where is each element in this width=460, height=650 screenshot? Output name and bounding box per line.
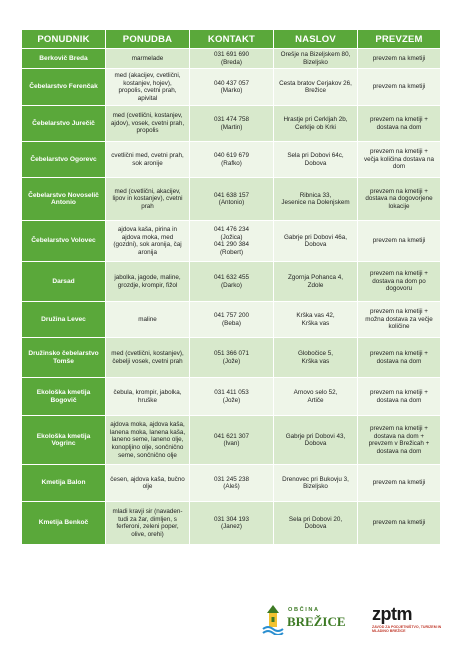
cell-ponudba: marmelade <box>106 49 190 70</box>
cell-kontakt: 041 476 234 (Jožica) 041 290 384 (Robert) <box>190 221 274 263</box>
cell-kontakt: 051 366 071 (Jože) <box>190 338 274 379</box>
cell-prevzem: prevzem na kmetiji + dostava na dogovorje… <box>358 178 440 222</box>
cell-prevzem: prevzem na kmetiji <box>358 49 440 70</box>
cell-ponudnik: Čebelarstvo Ferenčak <box>22 69 106 107</box>
table-row: Čebelarstvo Ogorevc cvetlični med, cvetni… <box>22 142 440 179</box>
cell-naslov: Orešje na Bizeljskem 80, Bizeljsko <box>274 49 358 70</box>
cell-ponudnik: Družina Levec <box>22 302 106 339</box>
header-ponudba: PONUDBA <box>106 30 190 49</box>
cell-kontakt: 040 437 057 (Marko) <box>190 69 274 107</box>
cell-naslov: Gabrje pri Dobovi 46a, Dobova <box>274 221 358 263</box>
cell-ponudba: čebula, krompir, jabolka, hruške <box>106 378 190 417</box>
offer-sheet: PONUDNIK PONUDBA KONTAKT NASLOV PREVZEM … <box>22 30 440 546</box>
cell-kontakt: 041 621 307 (Ivan) <box>190 416 274 466</box>
cell-prevzem: prevzem na kmetiji + dostava na dom + prev… <box>358 416 440 466</box>
cell-kontakt: 031 691 690 (Breda) <box>190 49 274 70</box>
cell-prevzem: prevzem na kmetiji + dostava na dom <box>358 378 440 417</box>
producers-table: PONUDNIK PONUDBA KONTAKT NASLOV PREVZEM … <box>22 30 440 546</box>
cell-ponudba: med (akacijev, cvetlični, kostanjev, hoje… <box>106 69 190 107</box>
header-kontakt: KONTAKT <box>190 30 274 49</box>
cell-naslov: Arnovo selo 52, Artiče <box>274 378 358 417</box>
cell-ponudnik: Darsad <box>22 262 106 303</box>
cell-ponudnik: Čebelarstvo Novoselič Antonio <box>22 178 106 222</box>
cell-kontakt: 041 757 200 (Beba) <box>190 302 274 339</box>
cell-kontakt: 031 304 193 (Janez) <box>190 502 274 546</box>
cell-naslov: Gabrje pri Dobovi 43, Dobova <box>274 416 358 466</box>
table-row: Družinsko čebelarstvo Tomše med (cvetlični… <box>22 338 440 379</box>
table-row: Čebelarstvo Jurečič med (cvetlični, kosta… <box>22 106 440 143</box>
cell-prevzem: prevzem na kmetiji + dostava na dom <box>358 106 440 143</box>
table-row: Čebelarstvo Novoselič Antonio med (cvetlič… <box>22 178 440 222</box>
cell-naslov: Sela pri Dobovi 64c, Dobova <box>274 142 358 179</box>
header-naslov: NASLOV <box>274 30 358 49</box>
cell-ponudnik: Čebelarstvo Jurečič <box>22 106 106 143</box>
cell-naslov: Drenovec pri Bukovju 3, Bizeljsko <box>274 465 358 503</box>
cell-prevzem: prevzem na kmetiji <box>358 221 440 263</box>
cell-prevzem: prevzem na kmetiji <box>358 502 440 546</box>
zptm-wordmark: zptm <box>372 604 413 624</box>
cell-ponudnik: Čebelarstvo Volovec <box>22 221 106 263</box>
obcina-brezice-logo: OBČINA BREŽICE <box>262 604 348 636</box>
table-row: Darsad jabolka, jagode, maline, grozdje, k… <box>22 262 440 303</box>
castle-tower-icon <box>262 605 284 635</box>
cell-naslov: Globočice 5, Krška vas <box>274 338 358 379</box>
cell-prevzem: prevzem na kmetiji + dostava na dom po dog… <box>358 262 440 303</box>
cell-ponudba: ajdova kaša, pirina in ajdova moka, med (g… <box>106 221 190 263</box>
cell-ponudba: česen, ajdova kaša, bučno olje <box>106 465 190 503</box>
brezice-label: BREŽICE <box>287 614 346 629</box>
cell-naslov: Hrastje pri Cerkljah 2b, Cerklje ob Krki <box>274 106 358 143</box>
cell-naslov: Krška vas 42, Krška vas <box>274 302 358 339</box>
header-ponudnik: PONUDNIK <box>22 30 106 49</box>
table-row: Ekološka kmetija Vogrinc ajdova moka, ajdo… <box>22 416 440 466</box>
table-row: Kmetija Balon česen, ajdova kaša, bučno ol… <box>22 465 440 503</box>
cell-kontakt: 040 619 679 (Rafko) <box>190 142 274 179</box>
cell-naslov: Sela pri Dobovi 20, Dobova <box>274 502 358 546</box>
table-body: Berkovič Breda marmelade 031 691 690 (Breda… <box>22 49 440 546</box>
cell-ponudba: maline <box>106 302 190 339</box>
cell-ponudba: med (cvetlični, kostanjev, ajdov), vosek,… <box>106 106 190 143</box>
cell-ponudnik: Kmetija Benkoč <box>22 502 106 546</box>
table-row: Čebelarstvo Ferenčak med (akacijev, cvetl… <box>22 69 440 107</box>
cell-ponudba: jabolka, jagode, maline, grozdje, krompir… <box>106 262 190 303</box>
cell-ponudba: med (cvetlični, akacijev, lipov in kostan… <box>106 178 190 222</box>
cell-ponudba: med (cvetlični, kostanjev), čebelji vosek… <box>106 338 190 379</box>
cell-ponudnik: Družinsko čebelarstvo Tomše <box>22 338 106 379</box>
cell-kontakt: 031 411 053 (Jože) <box>190 378 274 417</box>
cell-kontakt: 041 632 455 (Darko) <box>190 262 274 303</box>
cell-ponudnik: Ekološka kmetija Bogovič <box>22 378 106 417</box>
cell-naslov: Cesta bratov Cerjakov 26, Brežice <box>274 69 358 107</box>
header-prevzem: PREVZEM <box>358 30 440 49</box>
cell-ponudba: ajdova moka, ajdova kaša, lanena moka, la… <box>106 416 190 466</box>
table-row: Kmetija Benkoč mladi kravji sir (navaden-… <box>22 502 440 546</box>
cell-ponudnik: Ekološka kmetija Vogrinc <box>22 416 106 466</box>
zptm-logo: zptm ZAVOD ZA PODJETNIŠTVO, TURIZEM IN M… <box>368 604 444 636</box>
cell-naslov: Ribnica 33, Jesenice na Dolenjskem <box>274 178 358 222</box>
cell-ponudnik: Berkovič Breda <box>22 49 106 70</box>
table-row: Čebelarstvo Volovec ajdova kaša, pirina i… <box>22 221 440 263</box>
cell-prevzem: prevzem na kmetiji + dostava na dom <box>358 338 440 379</box>
cell-ponudnik: Čebelarstvo Ogorevc <box>22 142 106 179</box>
table-header-row: PONUDNIK PONUDBA KONTAKT NASLOV PREVZEM <box>22 30 440 49</box>
cell-kontakt: 031 474 758 (Martin) <box>190 106 274 143</box>
obcina-label: OBČINA <box>288 607 320 613</box>
cell-ponudba: cvetlični med, cvetni prah, sok aronije <box>106 142 190 179</box>
cell-kontakt: 031 245 238 (Aleš) <box>190 465 274 503</box>
table-row: Ekološka kmetija Bogovič čebula, krompir, … <box>22 378 440 417</box>
table-row: Družina Levec maline 041 757 200 (Beba) Kršk… <box>22 302 440 339</box>
cell-naslov: Zgornja Pohanca 4, Zdole <box>274 262 358 303</box>
zptm-subtitle: ZAVOD ZA PODJETNIŠTVO, TURIZEM IN MLADIN… <box>372 625 442 634</box>
cell-prevzem: prevzem na kmetiji + možna dostava za več… <box>358 302 440 339</box>
cell-prevzem: prevzem na kmetiji <box>358 69 440 107</box>
cell-prevzem: prevzem na kmetiji <box>358 465 440 503</box>
table-row: Berkovič Breda marmelade 031 691 690 (Breda… <box>22 49 440 70</box>
cell-ponudba: mladi kravji sir (navaden-tudi za žar, d… <box>106 502 190 546</box>
cell-ponudnik: Kmetija Balon <box>22 465 106 503</box>
cell-kontakt: 041 638 157 (Antonio) <box>190 178 274 222</box>
cell-prevzem: prevzem na kmetiji + večja količina dosta… <box>358 142 440 179</box>
